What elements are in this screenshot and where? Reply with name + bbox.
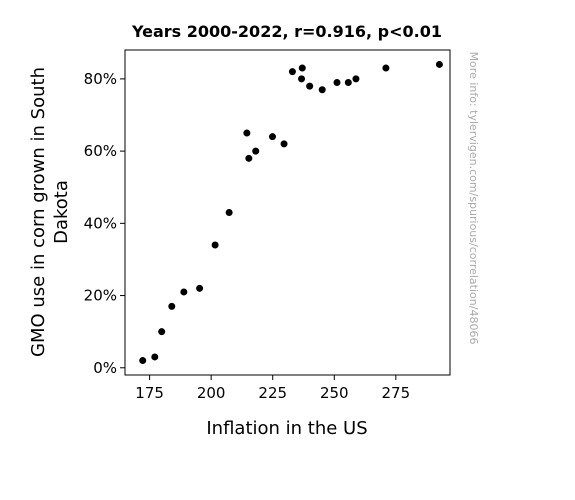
x-tick-label: 275 [382, 384, 411, 402]
y-axis-ticks: 0% 20% 40% 60% 80% [84, 70, 125, 377]
x-tick-label: 225 [258, 384, 287, 402]
data-point [280, 140, 288, 148]
y-tick-label: 40% [84, 214, 117, 232]
data-point [435, 60, 443, 68]
data-point [151, 353, 159, 361]
data-point [318, 86, 326, 94]
plot-area [124, 49, 451, 376]
y-axis-label-line-2: Dakota [51, 180, 72, 244]
data-point [268, 133, 276, 141]
y-axis-label-group-2: Dakota [51, 180, 72, 244]
data-point [168, 302, 176, 310]
data-point [245, 154, 253, 162]
data-point [352, 75, 360, 83]
x-tick-label: 175 [135, 384, 164, 402]
data-point [243, 129, 251, 137]
data-point [298, 75, 306, 83]
data-point [288, 68, 296, 76]
y-tick-label: 0% [93, 359, 117, 377]
axes-frame [124, 49, 451, 376]
data-point [298, 64, 306, 72]
y-tick-label: 20% [84, 287, 117, 305]
chart-title: Years 2000-2022, r=0.916, p<0.01 [131, 22, 442, 41]
x-tick-label: 250 [320, 384, 349, 402]
data-point [180, 288, 188, 296]
y-tick-label: 80% [84, 70, 117, 88]
data-point [333, 79, 341, 86]
data-point [196, 284, 204, 292]
x-axis-ticks: 175 200 225 250 275 [135, 375, 410, 402]
watermark-group: More info: tylervigen.com/spurious/corre… [467, 52, 480, 345]
data-point [344, 79, 352, 86]
data-point [139, 357, 147, 365]
data-point [382, 64, 390, 72]
y-tick-label: 60% [84, 142, 117, 160]
data-point [158, 328, 166, 336]
data-points [139, 60, 443, 365]
data-point [306, 82, 314, 90]
data-point [252, 147, 260, 155]
x-axis-label: Inflation in the US [206, 418, 367, 439]
data-point [211, 241, 219, 249]
data-point [225, 209, 233, 216]
y-axis-label-line-1: GMO use in corn grown in South [28, 67, 49, 357]
watermark-text: More info: tylervigen.com/spurious/corre… [467, 52, 480, 345]
y-axis-label-group: GMO use in corn grown in South [28, 67, 49, 357]
x-tick-label: 200 [197, 384, 226, 402]
